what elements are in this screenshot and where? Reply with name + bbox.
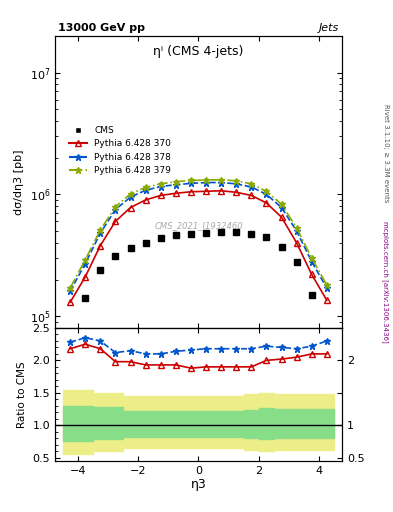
Text: CMS_2021_I1932460: CMS_2021_I1932460	[154, 221, 243, 230]
Text: 13000 GeV pp: 13000 GeV pp	[58, 23, 145, 33]
Text: ηⁱ (CMS 4-jets): ηⁱ (CMS 4-jets)	[153, 45, 244, 58]
X-axis label: η3: η3	[191, 478, 206, 492]
Text: Jets: Jets	[319, 23, 339, 33]
Text: mcplots.cern.ch [arXiv:1306.3436]: mcplots.cern.ch [arXiv:1306.3436]	[382, 221, 389, 343]
Legend: CMS, Pythia 6.428 370, Pythia 6.428 378, Pythia 6.428 379: CMS, Pythia 6.428 370, Pythia 6.428 378,…	[65, 122, 174, 179]
Text: Rivet 3.1.10; ≥ 3.3M events: Rivet 3.1.10; ≥ 3.3M events	[383, 104, 389, 203]
Y-axis label: Ratio to CMS: Ratio to CMS	[17, 361, 27, 428]
Y-axis label: dσ/dη3 [pb]: dσ/dη3 [pb]	[14, 149, 24, 215]
